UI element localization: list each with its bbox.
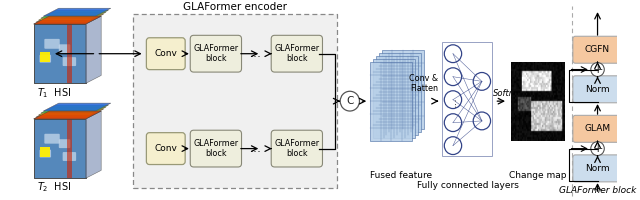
Text: Norm: Norm	[585, 164, 610, 173]
FancyBboxPatch shape	[573, 36, 622, 63]
Bar	[40, 52, 50, 62]
Text: Change map: Change map	[509, 171, 566, 180]
Text: $T_1$  HSI: $T_1$ HSI	[36, 86, 71, 100]
Text: GLAFormer
block: GLAFormer block	[275, 139, 319, 158]
Text: GLAFormer encoder: GLAFormer encoder	[183, 2, 287, 12]
Polygon shape	[86, 16, 101, 83]
Bar	[379, 53, 421, 132]
Text: GLAFormer
block: GLAFormer block	[275, 44, 319, 63]
FancyBboxPatch shape	[44, 134, 60, 144]
Text: ...: ...	[448, 96, 458, 107]
Polygon shape	[41, 105, 108, 113]
Polygon shape	[34, 119, 86, 178]
Bar	[67, 119, 72, 178]
Text: GLAM: GLAM	[584, 124, 611, 133]
Circle shape	[591, 63, 604, 76]
Text: GLAFormer block: GLAFormer block	[559, 186, 636, 195]
Bar	[381, 50, 424, 129]
Circle shape	[340, 91, 360, 111]
Text: Conv: Conv	[154, 49, 177, 58]
Bar	[370, 62, 413, 141]
Text: ...: ...	[250, 47, 261, 60]
Text: GLAFormer
block: GLAFormer block	[193, 44, 239, 63]
Text: CGFN: CGFN	[585, 45, 610, 54]
Text: Conv: Conv	[154, 144, 177, 153]
Bar	[40, 147, 50, 157]
FancyBboxPatch shape	[40, 150, 51, 157]
Polygon shape	[41, 10, 108, 18]
FancyBboxPatch shape	[59, 44, 70, 53]
FancyBboxPatch shape	[147, 38, 185, 70]
FancyBboxPatch shape	[63, 57, 76, 66]
Circle shape	[473, 112, 490, 130]
Text: +: +	[592, 63, 603, 76]
Text: C: C	[346, 96, 353, 106]
FancyBboxPatch shape	[63, 152, 76, 161]
Circle shape	[444, 45, 461, 63]
Bar	[376, 56, 419, 135]
Polygon shape	[34, 111, 101, 119]
FancyBboxPatch shape	[59, 139, 70, 148]
FancyBboxPatch shape	[573, 115, 622, 142]
Polygon shape	[44, 103, 111, 111]
Text: Conv &
Flatten: Conv & Flatten	[410, 74, 438, 93]
FancyBboxPatch shape	[190, 35, 241, 72]
Polygon shape	[38, 12, 106, 20]
Polygon shape	[44, 8, 111, 16]
FancyBboxPatch shape	[44, 39, 60, 49]
FancyBboxPatch shape	[271, 130, 323, 167]
FancyBboxPatch shape	[147, 133, 185, 165]
Circle shape	[444, 68, 461, 86]
Circle shape	[473, 72, 490, 90]
FancyBboxPatch shape	[40, 55, 51, 63]
Circle shape	[444, 137, 461, 155]
Text: Norm: Norm	[585, 85, 610, 94]
FancyBboxPatch shape	[133, 14, 337, 188]
Text: Fully connected layers: Fully connected layers	[417, 181, 519, 190]
Circle shape	[444, 114, 461, 132]
FancyBboxPatch shape	[271, 35, 323, 72]
Polygon shape	[86, 111, 101, 178]
Text: $T_2$  HSI: $T_2$ HSI	[36, 180, 71, 194]
Polygon shape	[34, 16, 101, 24]
Text: ...: ...	[250, 142, 261, 155]
Polygon shape	[36, 14, 104, 22]
Bar	[67, 24, 72, 83]
Text: +: +	[592, 142, 603, 155]
Bar	[442, 42, 493, 156]
Polygon shape	[34, 24, 86, 83]
Text: Fused feature: Fused feature	[370, 171, 432, 180]
FancyBboxPatch shape	[573, 155, 622, 182]
Polygon shape	[36, 109, 104, 117]
Polygon shape	[34, 16, 101, 24]
FancyBboxPatch shape	[190, 130, 241, 167]
Circle shape	[444, 91, 461, 109]
Polygon shape	[38, 107, 106, 115]
Polygon shape	[34, 111, 101, 119]
FancyBboxPatch shape	[573, 76, 622, 103]
Bar	[373, 59, 415, 138]
Circle shape	[591, 142, 604, 156]
Text: Softmax: Softmax	[493, 89, 529, 98]
Text: GLAFormer
block: GLAFormer block	[193, 139, 239, 158]
